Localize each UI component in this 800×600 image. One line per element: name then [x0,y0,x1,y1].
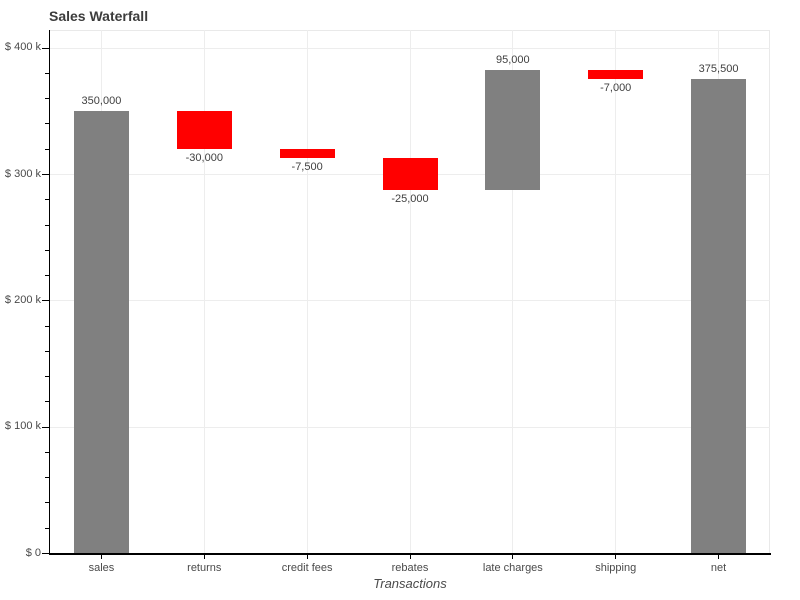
h-gridline [50,426,770,428]
x-axis-tick [100,553,102,559]
v-gridline [512,30,514,553]
x-category-label: net [710,562,727,574]
y-axis-tick [42,174,50,175]
x-axis-tick [512,553,514,559]
y-tick-label: $ 0 [25,546,41,559]
waterfall-bar-shipping[interactable] [588,69,644,79]
x-category-label: sales [88,562,115,574]
y-axis-minor-tick [45,401,50,403]
waterfall-bar-rebates[interactable] [382,158,438,190]
y-axis-tick [42,426,50,428]
y-axis-tick [42,553,50,554]
y-axis-minor-tick [45,502,50,504]
x-axis-tick [409,553,411,559]
waterfall-bar-late-charges[interactable] [485,69,541,190]
bar-value-label: 375,500 [698,62,739,75]
y-axis-minor-tick [45,451,50,453]
h-gridline [50,47,770,49]
y-axis-minor-tick [45,98,50,100]
x-category-label: rebates [391,562,429,574]
y-axis-minor-tick [45,275,50,277]
x-category-label: credit fees [281,562,333,574]
bar-value-label: -7,000 [600,81,632,94]
x-axis-tick [203,553,205,559]
bar-value-label: -30,000 [185,151,223,164]
bar-value-label: -25,000 [391,192,429,205]
y-tick-label: $ 100 k [4,420,41,433]
y-axis-minor-tick [45,72,50,74]
x-category-label: late charges [482,562,543,574]
h-gridline [50,300,770,302]
chart-title: Sales Waterfall [49,8,149,24]
y-tick-label: $ 400 k [4,41,41,54]
y-axis-minor-tick [45,249,50,251]
y-axis-minor-tick [45,148,50,150]
x-axis-tick [615,553,617,559]
waterfall-bar-credit-fees[interactable] [279,148,335,159]
bar-value-label: 95,000 [496,53,530,66]
x-category-label: returns [187,562,222,574]
v-gridline [409,30,411,553]
y-axis-minor-tick [45,199,50,201]
waterfall-bar-sales[interactable] [73,110,129,553]
bar-value-label: 350,000 [81,94,122,107]
x-axis-title: Transactions [373,576,447,591]
y-axis-minor-tick [45,350,50,352]
x-axis-tick [306,553,308,559]
bar-value-label: -7,500 [291,161,323,174]
waterfall-bar-returns[interactable] [176,110,232,149]
y-axis-minor-tick [45,477,50,479]
y-axis-tick [42,300,50,302]
waterfall-bar-net[interactable] [691,78,747,553]
v-gridline [203,30,205,553]
y-axis-minor-tick [45,123,50,125]
y-tick-label: $ 300 k [4,167,41,180]
y-axis-tick [42,47,50,49]
v-gridline [306,30,308,553]
x-axis-line [48,553,771,555]
x-category-label: shipping [595,562,637,574]
y-axis-minor-tick [45,224,50,226]
y-axis-minor-tick [45,376,50,378]
y-tick-label: $ 200 k [4,293,41,306]
y-axis-line [48,30,50,554]
v-gridline [615,30,617,553]
x-axis-tick [718,553,720,559]
y-axis-minor-tick [45,325,50,327]
y-axis-minor-tick [45,527,50,529]
